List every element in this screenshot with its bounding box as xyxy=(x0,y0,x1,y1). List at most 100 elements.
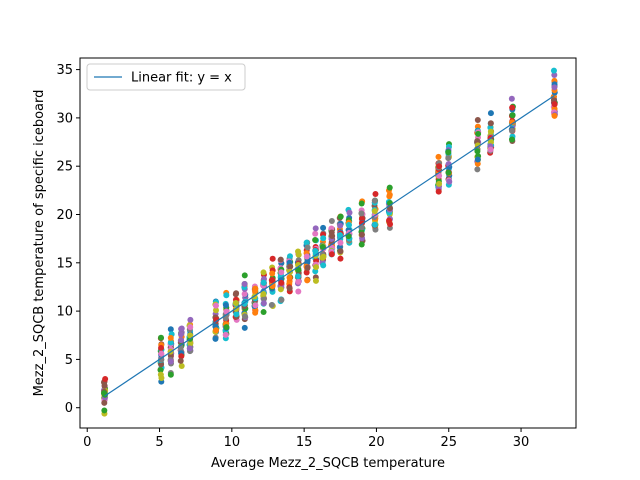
data-point xyxy=(260,290,267,297)
data-point xyxy=(158,334,165,341)
data-point xyxy=(286,253,293,260)
data-point xyxy=(260,295,267,302)
data-point xyxy=(509,104,516,111)
data-point xyxy=(551,72,558,79)
data-point xyxy=(167,334,174,341)
legend-box xyxy=(86,63,246,91)
data-point xyxy=(177,357,184,364)
data-point xyxy=(312,250,319,257)
data-point xyxy=(474,148,481,155)
scatter-points xyxy=(101,67,558,417)
data-point xyxy=(312,230,319,237)
data-point xyxy=(158,350,165,357)
data-point xyxy=(303,253,310,260)
data-point xyxy=(158,375,165,382)
data-point xyxy=(371,208,378,215)
plot-frame xyxy=(79,57,577,429)
data-point xyxy=(167,326,174,333)
x-tick-label: 0 xyxy=(83,435,91,450)
data-point xyxy=(474,156,481,163)
data-point xyxy=(158,356,165,363)
data-point xyxy=(446,178,453,185)
data-point xyxy=(286,285,293,292)
data-point xyxy=(277,286,284,293)
data-point xyxy=(319,244,326,251)
data-point xyxy=(178,362,185,369)
data-point xyxy=(178,353,185,360)
data-point xyxy=(445,169,452,176)
data-point xyxy=(436,163,443,170)
x-tick-label: 25 xyxy=(440,435,457,450)
data-point xyxy=(304,264,311,271)
y-tick-label: 35 xyxy=(56,63,73,78)
y-tick-label: 20 xyxy=(56,208,73,223)
data-point xyxy=(186,345,193,352)
data-point xyxy=(320,235,327,242)
data-point xyxy=(252,288,259,295)
data-point xyxy=(509,112,516,119)
data-point xyxy=(213,316,220,323)
data-point xyxy=(474,160,481,167)
data-point xyxy=(157,367,164,374)
data-point xyxy=(277,256,284,263)
data-point xyxy=(386,217,393,224)
data-point xyxy=(337,222,344,229)
data-point xyxy=(320,224,327,231)
data-point xyxy=(372,191,379,198)
data-point xyxy=(252,302,259,309)
data-point xyxy=(178,331,185,338)
data-point xyxy=(487,110,494,117)
data-point xyxy=(550,67,557,74)
data-point xyxy=(435,153,442,160)
data-point xyxy=(304,277,311,284)
data-point xyxy=(487,146,494,153)
data-point xyxy=(252,309,259,316)
fit-line xyxy=(104,95,555,397)
x-tick-label: 15 xyxy=(296,435,313,450)
data-point xyxy=(101,382,108,389)
legend: Linear fit: y = x xyxy=(86,63,246,91)
data-point xyxy=(269,282,276,289)
data-point xyxy=(295,278,302,285)
data-point xyxy=(295,262,302,269)
data-point xyxy=(475,130,482,137)
data-point xyxy=(287,263,294,270)
data-point xyxy=(551,112,558,119)
data-point xyxy=(268,301,275,308)
data-point xyxy=(551,84,558,91)
data-point xyxy=(213,327,220,334)
data-point xyxy=(167,339,174,346)
data-point xyxy=(304,244,311,251)
y-axis-ticks: 0 5 10 15 20 25 30 35 xyxy=(56,63,80,416)
legend-entry-fit: Linear fit: y = x xyxy=(131,71,232,86)
y-tick-label: 30 xyxy=(56,111,73,126)
data-point xyxy=(101,399,108,406)
data-point xyxy=(328,251,335,258)
data-point xyxy=(187,316,194,323)
data-point xyxy=(508,95,515,102)
data-point xyxy=(222,331,229,338)
data-point xyxy=(508,136,515,143)
data-point xyxy=(278,269,285,276)
data-point xyxy=(187,332,194,339)
data-point xyxy=(241,313,248,320)
x-tick-label: 30 xyxy=(513,435,530,450)
data-point xyxy=(260,269,267,276)
data-point xyxy=(222,302,229,309)
data-point xyxy=(487,120,494,127)
data-point xyxy=(337,239,344,246)
data-point xyxy=(212,335,219,342)
data-point xyxy=(294,273,301,280)
data-point xyxy=(158,344,165,351)
y-tick-label: 0 xyxy=(65,401,73,416)
y-tick-label: 15 xyxy=(56,256,73,271)
data-point xyxy=(313,264,320,271)
data-point xyxy=(371,197,378,204)
data-point xyxy=(337,248,344,255)
data-point xyxy=(233,290,240,297)
data-point xyxy=(345,221,352,228)
data-point xyxy=(178,337,185,344)
data-point xyxy=(358,200,365,207)
y-tick-label: 5 xyxy=(65,353,73,368)
data-point xyxy=(329,233,336,240)
